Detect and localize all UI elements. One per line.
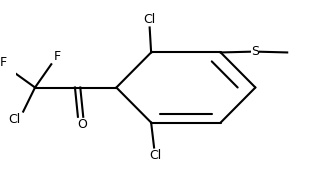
Text: O: O bbox=[77, 118, 87, 131]
Text: Cl: Cl bbox=[144, 13, 156, 26]
Text: F: F bbox=[54, 50, 61, 63]
Text: Cl: Cl bbox=[8, 113, 20, 126]
Text: F: F bbox=[0, 55, 7, 69]
Text: S: S bbox=[251, 45, 259, 58]
Text: Cl: Cl bbox=[149, 149, 162, 162]
